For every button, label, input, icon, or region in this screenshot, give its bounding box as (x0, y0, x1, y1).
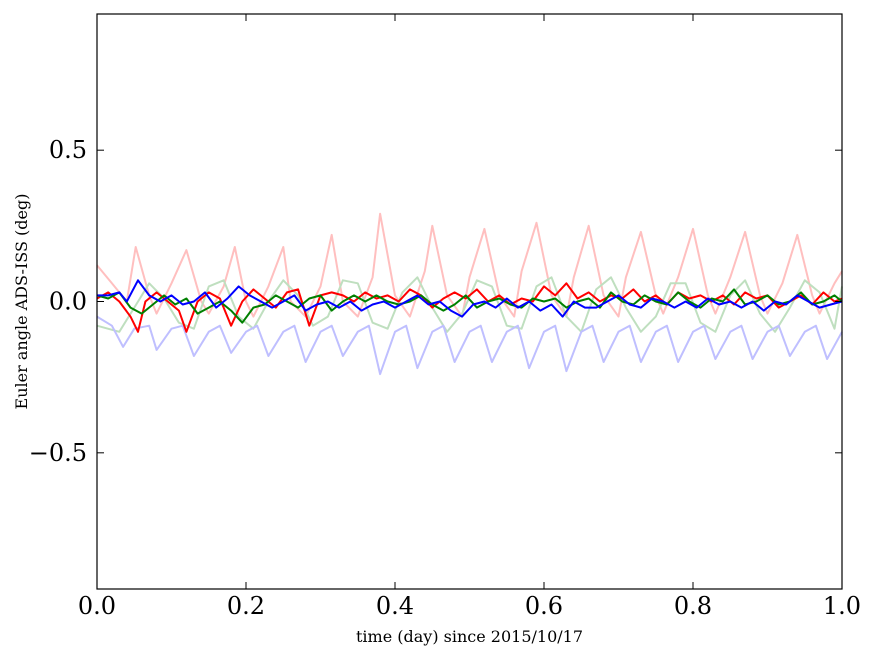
y-tick-label-1: 0.0 (49, 288, 87, 316)
series-line-2 (96, 276, 843, 333)
x-tick-label-4: 0.8 (674, 592, 712, 620)
series-line-1 (96, 212, 843, 318)
x-axis-label: time (day) since 2015/10/17 (356, 627, 583, 646)
x-tick-label-2: 0.4 (376, 592, 414, 620)
series-line-3 (96, 315, 843, 376)
series-line-4 (96, 282, 843, 333)
tick-layer: 0.0 0.2 0.4 0.6 0.8 1.0 −0.5 0.0 0.5 (29, 14, 861, 620)
x-tick-label-5: 1.0 (823, 592, 861, 620)
series-layer (96, 212, 843, 376)
series-line-6 (97, 279, 843, 318)
y-tick-label-2: 0.5 (49, 136, 87, 164)
x-tick-label-1: 0.2 (227, 592, 265, 620)
y-axis-label: Euler angle ADS-ISS (deg) (12, 194, 31, 410)
x-tick-label-3: 0.6 (525, 592, 563, 620)
x-tick-label-0: 0.0 (78, 592, 116, 620)
y-tick-label-0: −0.5 (29, 439, 87, 467)
